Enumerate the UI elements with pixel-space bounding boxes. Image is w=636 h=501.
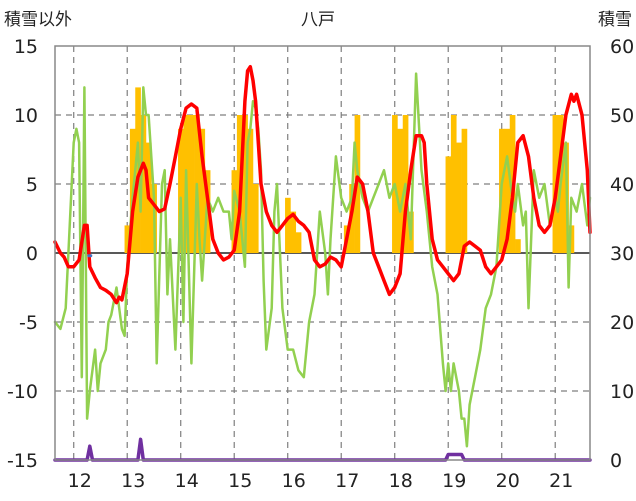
left-tick-label: -5 bbox=[19, 312, 38, 334]
x-tick-label: 17 bbox=[335, 470, 359, 492]
snow-bar bbox=[461, 128, 468, 253]
right-tick-label: 10 bbox=[610, 381, 634, 403]
snow-bar bbox=[199, 128, 206, 253]
chart-title: 八戸 bbox=[301, 10, 335, 30]
left-tick-label: 0 bbox=[26, 243, 38, 265]
snow-bar bbox=[295, 232, 302, 253]
x-tick-label: 14 bbox=[175, 470, 199, 492]
x-tick-label: 12 bbox=[68, 470, 92, 492]
left-tick-label: 5 bbox=[26, 174, 38, 196]
snow-bar bbox=[456, 142, 462, 253]
series-line bbox=[53, 64, 592, 305]
right-tick-label: 20 bbox=[610, 312, 634, 334]
snow-bar bbox=[450, 115, 457, 253]
snow-bar bbox=[188, 115, 195, 253]
right-tick-label: 50 bbox=[610, 105, 634, 127]
snow-bar bbox=[242, 115, 248, 253]
series-line bbox=[53, 437, 592, 462]
snow-bar bbox=[231, 170, 238, 253]
snow-bar bbox=[504, 128, 511, 253]
snow-bar bbox=[252, 184, 259, 253]
snow-bar bbox=[568, 225, 575, 253]
snow-bar bbox=[178, 128, 184, 253]
right-tick-label: 60 bbox=[610, 36, 634, 58]
right-axis-title: 積雪 bbox=[598, 10, 632, 30]
snow-bar bbox=[397, 128, 404, 253]
left-tick-label: -15 bbox=[7, 450, 38, 472]
snow-bar bbox=[285, 197, 291, 253]
x-tick-label: 21 bbox=[549, 470, 573, 492]
left-axis-title: 積雪以外 bbox=[4, 10, 72, 30]
x-tick-label: 20 bbox=[496, 470, 520, 492]
plot-area-border bbox=[54, 45, 591, 461]
snow-bar bbox=[445, 156, 452, 253]
left-tick-label: -10 bbox=[7, 381, 38, 403]
snow-bar bbox=[515, 239, 521, 253]
x-tick-label: 19 bbox=[442, 470, 466, 492]
left-tick-label: 15 bbox=[14, 36, 38, 58]
snow-bar bbox=[140, 115, 147, 253]
right-tick-label: 0 bbox=[610, 450, 622, 472]
right-tick-label: 30 bbox=[610, 243, 634, 265]
snow-bar bbox=[124, 225, 131, 253]
snow-bar bbox=[290, 211, 297, 253]
x-tick-label: 15 bbox=[228, 470, 252, 492]
series-line bbox=[53, 72, 592, 448]
x-tick-label: 16 bbox=[282, 470, 306, 492]
snow-bar bbox=[247, 128, 254, 253]
right-tick-label: 40 bbox=[610, 174, 634, 196]
series-lines bbox=[53, 64, 592, 462]
x-tick-label: 18 bbox=[389, 470, 413, 492]
left-tick-label: 10 bbox=[14, 105, 38, 127]
x-tick-label: 13 bbox=[121, 470, 145, 492]
